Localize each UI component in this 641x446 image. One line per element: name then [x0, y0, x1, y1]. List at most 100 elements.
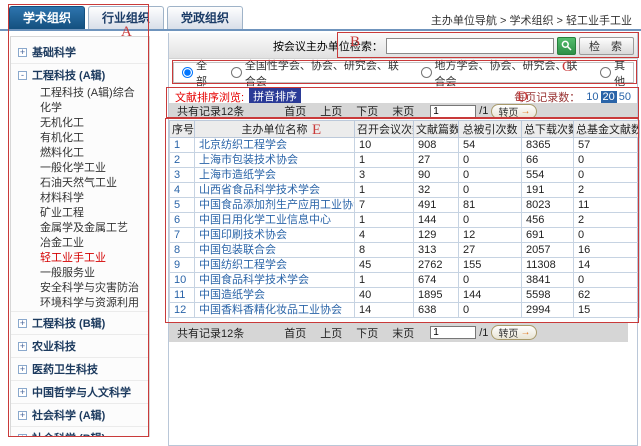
expand-icon[interactable]: +	[18, 409, 27, 420]
page-size-option[interactable]: 10	[586, 90, 599, 103]
search-icon-button[interactable]	[556, 36, 576, 55]
radio-button[interactable]	[182, 67, 193, 78]
table-cell: 0	[458, 167, 522, 183]
page-number-input[interactable]	[430, 104, 477, 118]
filter-option-1[interactable]: 全部	[182, 57, 215, 89]
sidebar-item-parent[interactable]: + 社会科学 (B辑)	[11, 427, 149, 436]
table-row: 12 中国香料香精化妆品工业协会 14 638 0 2994 15	[169, 302, 640, 318]
breadcrumb[interactable]: 主办单位导航 > 学术组织 > 轻工业手工业	[430, 15, 632, 27]
sidebar-item-parent[interactable]: + 基础科学	[11, 41, 149, 63]
table-cell: 4	[354, 227, 414, 243]
row-number-link[interactable]: 6	[169, 212, 195, 228]
sidebar-item-child[interactable]: 燃料化工	[40, 147, 84, 159]
pager-prev[interactable]: 上页	[320, 327, 343, 340]
sidebar-item-parent[interactable]: + 社会科学 (A辑)	[11, 404, 149, 426]
pinyin-sort-button[interactable]: 拼音排序	[249, 87, 302, 106]
radio-button[interactable]	[600, 67, 612, 78]
sidebar-item-child[interactable]: 石油天然气工业	[40, 177, 117, 189]
pager-next[interactable]: 下页	[356, 106, 379, 118]
pager-first[interactable]: 首页	[284, 106, 307, 118]
row-number-link[interactable]: 3	[169, 167, 195, 183]
row-number-link[interactable]: 7	[169, 227, 195, 243]
org-name-link[interactable]: 中国食品添加剂生产应用工业协会	[194, 197, 355, 213]
page-number-input[interactable]	[430, 326, 477, 339]
filter-option-2[interactable]: 全国性学会、协会、研究会、联合会	[230, 57, 405, 89]
sidebar-item-child[interactable]: 轻工业手工业	[40, 252, 106, 264]
sidebar-item-parent[interactable]: + 农业科技	[11, 335, 149, 357]
go-page-button[interactable]: 转页 →	[491, 103, 538, 119]
search-input[interactable]	[385, 37, 554, 54]
sidebar-item-parent[interactable]: + 医药卫生科技	[11, 358, 149, 380]
org-name-link[interactable]: 中国食品科学技术学会	[194, 272, 355, 288]
sidebar-item-child[interactable]: 无机化工	[40, 117, 84, 129]
row-number-link[interactable]: 5	[169, 197, 195, 213]
row-number-link[interactable]: 10	[169, 272, 195, 288]
sidebar-item-parent[interactable]: - 工程科技 (A辑)	[11, 64, 149, 86]
pager-last[interactable]: 末页	[392, 327, 415, 340]
org-name-link[interactable]: 中国香料香精化妆品工业协会	[194, 302, 355, 318]
expand-icon[interactable]: +	[18, 317, 27, 328]
table-cell: 1895	[413, 287, 459, 303]
row-number-link[interactable]: 8	[169, 242, 195, 258]
sidebar-item-child[interactable]: 工程科技 (A辑)综合	[40, 87, 135, 99]
sidebar-item-child[interactable]: 有机化工	[40, 132, 84, 144]
table-cell: 81	[458, 197, 522, 213]
org-name-link[interactable]: 北京纺织工程学会	[194, 137, 355, 153]
radio-button[interactable]	[420, 67, 432, 78]
sidebar-item-label: 社会科学 (A辑)	[32, 410, 106, 422]
tab-3[interactable]: 党政组织	[167, 6, 244, 29]
table-header-row: 序号主办单位名称召开会议次数文献篇数总被引次数总下载次数总基金文献数	[169, 120, 640, 138]
table-row: 4 山西省食品科学技术学会 1 32 0 191 2	[169, 182, 640, 198]
pager-prev[interactable]: 上页	[320, 106, 343, 118]
page-size-option[interactable]: 20	[600, 90, 617, 103]
row-number-link[interactable]: 12	[169, 302, 195, 318]
pager-first[interactable]: 首页	[284, 327, 307, 340]
org-name-link[interactable]: 山西省食品科学技术学会	[194, 182, 355, 198]
org-name-link[interactable]: 中国造纸学会	[194, 287, 355, 303]
row-number-link[interactable]: 4	[169, 182, 195, 198]
sidebar-item-child[interactable]: 化学	[40, 102, 62, 114]
page-size-option[interactable]: 50	[618, 90, 631, 103]
pager-total: 共有记录12条	[177, 106, 245, 118]
row-number-link[interactable]: 2	[169, 152, 195, 168]
filter-option-3[interactable]: 地方学会、协会、研究会、联合会	[420, 57, 585, 89]
sidebar-item-child[interactable]: 冶金工业	[40, 237, 84, 249]
sidebar-item-child[interactable]: 金属学及金属工艺	[40, 222, 128, 234]
expand-icon[interactable]: +	[18, 363, 27, 374]
filter-option-label: 全部	[196, 59, 207, 88]
tab-1[interactable]: 学术组织	[9, 6, 86, 29]
filter-option-4[interactable]: 其他	[600, 57, 633, 89]
row-number-link[interactable]: 11	[169, 287, 195, 303]
sidebar-item-child[interactable]: 矿业工程	[40, 207, 84, 219]
sidebar-item-child[interactable]: 环境科学与资源利用	[40, 297, 139, 309]
org-name-link[interactable]: 上海市造纸学会	[194, 167, 355, 183]
expand-icon[interactable]: +	[18, 46, 27, 57]
table-header-cell: 总基金文献数	[573, 120, 640, 138]
sidebar-item-child[interactable]: 一般服务业	[40, 267, 95, 279]
org-name-link[interactable]: 中国包装联合会	[194, 242, 355, 258]
sidebar-item-parent[interactable]: + 中国哲学与人文科学	[11, 381, 149, 403]
tab-2[interactable]: 行业组织	[88, 6, 165, 29]
sidebar-item-child[interactable]: 安全科学与灾害防治	[40, 282, 139, 294]
expand-icon[interactable]: +	[18, 433, 27, 436]
row-number-link[interactable]: 1	[169, 137, 195, 153]
org-name-link[interactable]: 中国印刷技术协会	[194, 227, 355, 243]
search-button[interactable]: 检 索	[578, 36, 634, 55]
search-bar: 按会议主办单位检索： 检 索	[169, 33, 637, 59]
radio-button[interactable]	[230, 67, 242, 78]
collapse-icon[interactable]: -	[18, 70, 27, 80]
expand-icon[interactable]: +	[18, 340, 27, 351]
org-name-link[interactable]: 中国日用化学工业信息中心	[194, 212, 355, 228]
go-page-button[interactable]: 转页 →	[491, 325, 538, 340]
expand-icon[interactable]: +	[18, 386, 27, 397]
org-name-link[interactable]: 上海市包装技术协会	[194, 152, 355, 168]
row-number-link[interactable]: 9	[169, 257, 195, 273]
sidebar-item-child[interactable]: 一般化学工业	[40, 162, 106, 174]
sidebar-item-parent[interactable]: + 工程科技 (B辑)	[11, 312, 149, 334]
sidebar-item-child[interactable]: 材料科学	[40, 192, 84, 204]
sidebar-item-label: 医药卫生科技	[32, 364, 98, 376]
org-name-link[interactable]: 中国纺织工程学会	[194, 257, 355, 273]
sidebar-group: + 工程科技 (B辑)	[11, 311, 149, 334]
pager-last[interactable]: 末页	[392, 106, 415, 118]
pager-next[interactable]: 下页	[356, 327, 379, 340]
